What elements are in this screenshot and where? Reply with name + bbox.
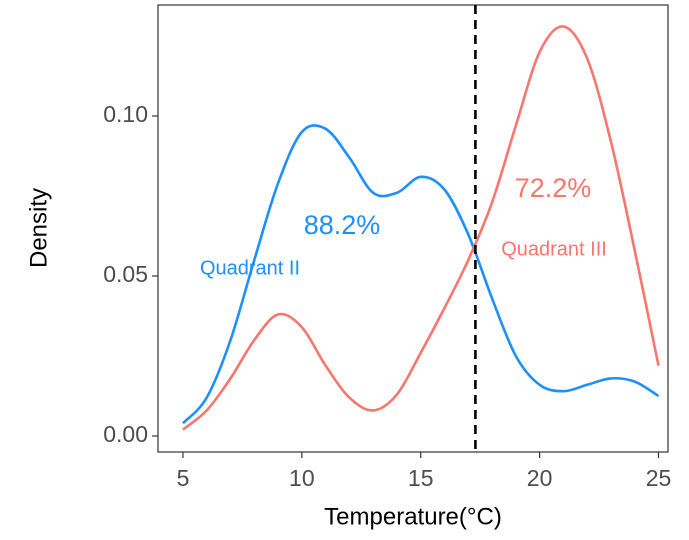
x-tick-label: 20	[527, 465, 553, 491]
density-line	[182, 124, 660, 425]
share-label: 72.2%	[515, 173, 592, 203]
y-tick-label: 0.00	[103, 421, 148, 447]
quadrant-label: Quadrant III	[501, 238, 607, 260]
x-tick-label: 5	[177, 465, 190, 491]
y-tick-label: 0.10	[103, 101, 148, 127]
quadrant-label: Quadrant II	[200, 257, 300, 279]
density-line	[182, 25, 660, 431]
x-axis-title: Temperature(°C)	[324, 503, 502, 530]
panel-border	[157, 4, 669, 453]
share-label: 88.2%	[304, 210, 381, 240]
y-axis-title: Density	[25, 188, 52, 268]
x-tick-label: 15	[408, 465, 434, 491]
x-tick-label: 25	[646, 465, 672, 491]
x-tick-label: 10	[289, 465, 315, 491]
y-tick-label: 0.05	[103, 261, 148, 287]
